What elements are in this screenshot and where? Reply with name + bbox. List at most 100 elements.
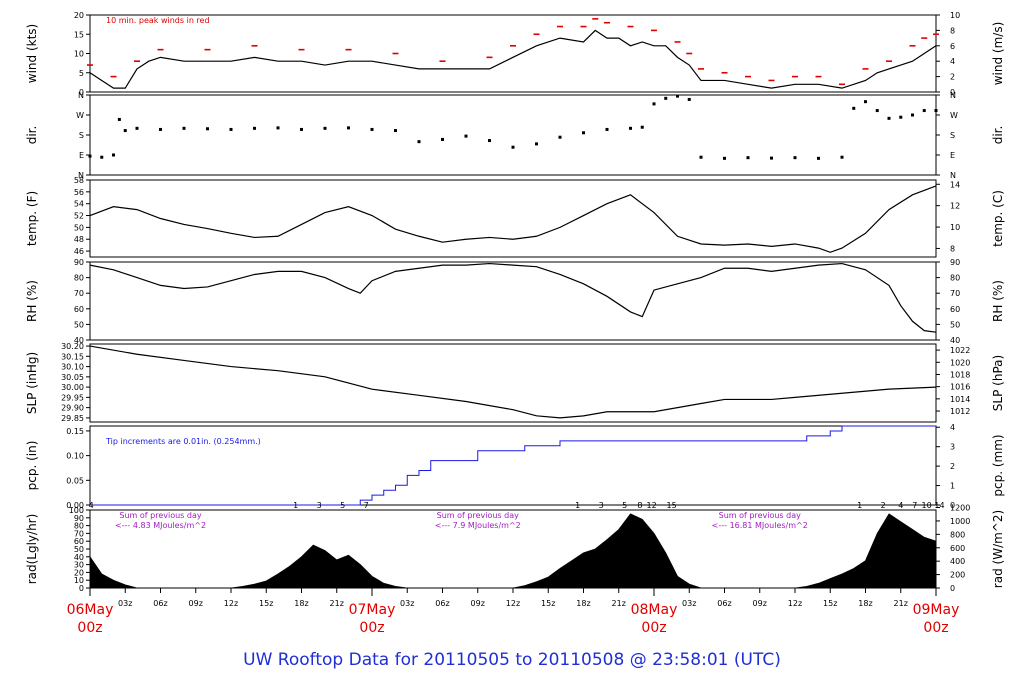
rad-right-tick-label: 1200 [950,504,970,513]
time-tick-label: 03z [682,599,696,608]
temp-left-tick-label: 48 [74,235,84,244]
rad-hour-number: 3 [317,501,322,510]
wind-left-tick-label: 5 [79,69,84,78]
dir-point [723,156,726,160]
rad-hour-number: 15 [667,501,677,510]
rad-left-tick-label: 40 [74,553,84,562]
time-tick-label: 12z [224,599,238,608]
dir-point [182,126,186,130]
dir-point [746,156,750,160]
day-hour-label: 00z [77,620,102,636]
rad-right-tick-label: 600 [950,544,965,553]
dir-point [887,116,891,120]
time-tick-label: 06z [153,599,167,608]
pcp-left-tick-label: 0.15 [66,427,84,436]
rh-left-tick-label: 80 [74,274,84,283]
pcp-right-tick-label: 2 [950,462,955,471]
wind-frame [89,14,937,93]
slp-left-tick-label: 29.95 [61,393,84,402]
dir-point [88,154,92,158]
rad-hour-number: 5 [622,501,627,510]
rh-left-tick-label: 70 [74,289,84,298]
dir-left-tick-label: S [79,131,84,140]
dir-point [159,127,162,131]
rad-hour-number: 8 [637,501,642,510]
time-tick-label: 18z [858,599,872,608]
temp-left-tick-label: 56 [74,188,84,197]
pcp-right-tick-label: 3 [950,443,955,452]
dir-right-tick-label: W [950,111,958,120]
dir-point [347,126,350,130]
rad-hour-number: 14 [934,501,944,510]
rad-daily-note-title: Sum of previous day [119,511,201,520]
rad-left-tick-label: 70 [74,529,84,538]
dir-right-tick-label: S [950,131,955,140]
dir-point [276,126,280,130]
pcp-right-tick-label: 0 [950,501,955,510]
dir-left-tick-label: W [76,111,84,120]
time-tick-label: 09z [189,599,203,608]
dir-point [394,129,397,133]
rh-panel: 40 50 60 70 80 90 40 50 60 70 80 90 RH (%) RH (%) [25,258,1005,345]
dir-point [934,109,938,113]
rad-hour-number: 10 [922,501,932,510]
dir-point [558,135,562,139]
dir-point [300,127,303,131]
time-tick-label: 21z [330,599,344,608]
dir-left-axis-title: dir. [25,126,39,145]
time-tick-label: 12z [788,599,802,608]
dir-point [323,126,327,130]
time-tick-label: 09z [753,599,767,608]
slp-left-tick-label: 30.10 [61,363,84,372]
rad-right-tick-label: 800 [950,530,965,539]
pcp-left-tick-label: 0.05 [66,476,84,485]
rh-frame [89,261,937,341]
wind-panel: 0 5 10 15 20 0 2 4 6 8 10 wind (kts) wind (m/s) 10 mi… [25,11,1005,97]
temp-left-tick-label: 54 [74,200,84,209]
day-label: 06May [67,602,114,618]
temp-left-axis-title: temp. (F) [25,191,39,246]
dir-point [676,94,679,98]
slp-right-tick-label: 1012 [950,407,970,416]
dir-point [117,117,121,121]
rad-daily-note-value: <--- 7.9 MJoules/m^2 [435,521,521,530]
rad-left-tick-label: 80 [74,522,84,531]
wind-right-axis-title: wind (m/s) [991,22,1005,86]
temp-left-tick-label: 46 [74,247,84,256]
rad-daily-note-title: Sum of previous day [719,511,801,520]
time-tick-label: 21z [612,599,626,608]
wind-right-tick-label: 2 [950,73,955,82]
dir-point [899,115,903,119]
day-label: 08May [631,602,678,618]
temp-left-tick-label: 58 [74,176,84,185]
dir-point [511,145,515,149]
temp-right-tick-label: 14 [950,180,960,189]
rh-series-line [89,262,937,333]
wind-right-tick-label: 4 [950,57,955,66]
time-tick-label: 03z [400,599,414,608]
dir-point [441,137,444,141]
rad-left-tick-label: 0 [79,584,84,593]
time-tick-label: 15z [823,599,837,608]
rad-hour-number: 1 [293,501,298,510]
dir-right-axis-title: dir. [991,126,1005,145]
slp-right-tick-label: 1018 [950,370,970,379]
time-tick-label: 15z [259,599,273,608]
dir-point [875,109,879,113]
rad-left-tick-label: 20 [74,568,84,577]
rad-daily-note-value: <--- 16.81 MJoules/m^2 [712,521,808,530]
pcp-left-tick-label: 0.00 [66,501,84,510]
wind-annotation: 10 min. peak winds in red [106,16,210,25]
dir-point [699,155,703,159]
pcp-right-tick-label: 4 [950,423,955,432]
day-hour-label: 00z [641,620,666,636]
slp-frame [89,343,937,423]
day-hour-label: 00z [359,620,384,636]
wind-left-tick-label: 10 [74,50,84,59]
rad-daily-note-title: Sum of previous day [437,511,519,520]
rad-hour-number: 5 [340,501,345,510]
dir-point [640,125,644,129]
rad-right-tick-label: 0 [950,584,955,593]
pcp-series-line [90,425,936,506]
